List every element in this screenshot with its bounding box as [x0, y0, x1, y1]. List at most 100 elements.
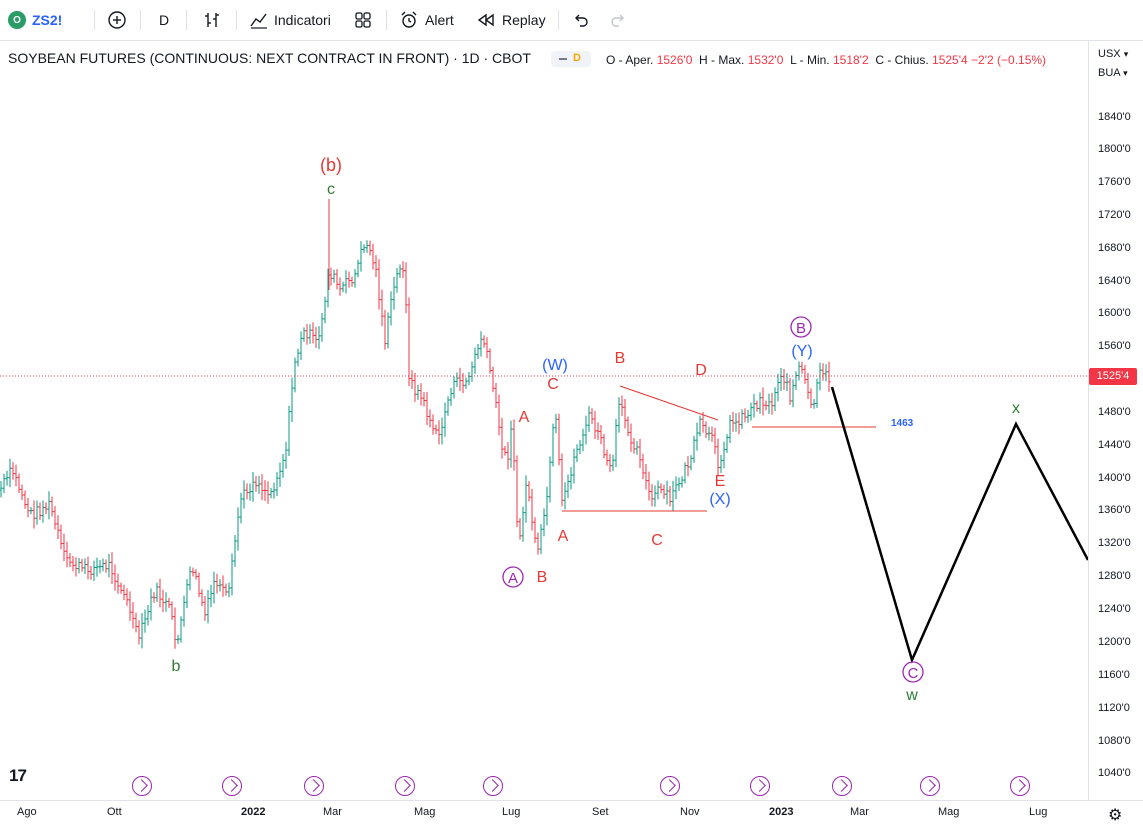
wave-circle-a	[502, 566, 524, 588]
price-axis-label: 1640'0	[1098, 275, 1131, 287]
price-axis-label: 1600'0	[1098, 307, 1131, 319]
wave-label-b-red-triangle: B	[615, 350, 626, 367]
symbol-search[interactable]: O ZS2!	[8, 0, 62, 40]
currency-label: USX	[1098, 48, 1121, 60]
chart-legend-title[interactable]: SOYBEAN FUTURES (CONTINUOUS: NEXT CONTRA…	[8, 50, 531, 66]
price-axis[interactable]	[1088, 40, 1143, 800]
replay-button[interactable]: Replay	[476, 0, 546, 40]
wave-label-b-green: b	[172, 658, 181, 675]
chevron-down-icon: ▾	[1123, 68, 1128, 78]
wave-projection-path[interactable]	[830, 386, 1088, 664]
price-axis-label: 1080'0	[1098, 735, 1131, 747]
price-axis-label: 1120'0	[1098, 702, 1130, 714]
time-axis-label: Mar	[850, 806, 869, 818]
time-axis-label: 2022	[241, 806, 266, 818]
time-axis-label: Mar	[323, 806, 342, 818]
time-axis-label: Set	[592, 806, 609, 818]
event-marker-icon[interactable]	[1010, 776, 1030, 796]
price-axis-label: 1680'0	[1098, 242, 1131, 254]
high-value: 1532'0	[747, 53, 784, 67]
wave-label-c-green: c	[327, 181, 335, 198]
event-marker-icon[interactable]	[832, 776, 852, 796]
price-axis-label: 1160'0	[1098, 669, 1130, 681]
event-marker-icon[interactable]	[395, 776, 415, 796]
time-axis-label: Nov	[680, 806, 700, 818]
event-marker-icon[interactable]	[304, 776, 324, 796]
high-label: H - Max.	[699, 53, 745, 67]
alarm-clock-icon	[401, 11, 417, 28]
gear-icon[interactable]: ⚙	[1108, 807, 1123, 824]
interval-button[interactable]: D	[159, 12, 170, 28]
price-axis-label: 1800'0	[1098, 143, 1131, 155]
wave-label-c-red-w: C	[547, 376, 559, 393]
price-axis-label: 1240'0	[1098, 603, 1131, 615]
event-marker-icon[interactable]	[660, 776, 680, 796]
wave-labels: (b) c b (W) C A A B B C D E (X) A B (Y) …	[172, 155, 1020, 704]
wave-label-c-purple: C	[908, 665, 919, 682]
event-marker-icon[interactable]	[132, 776, 152, 796]
toolbar-divider	[386, 10, 387, 30]
replay-rewind-icon	[477, 13, 494, 27]
indicators-button[interactable]: Indicatori	[249, 0, 331, 40]
wave-label-a-purple: A	[508, 570, 518, 587]
time-axis-label: Ott	[107, 806, 122, 818]
price-axis-label: 1480'0	[1098, 406, 1131, 418]
price-axis-label: 1440'0	[1098, 439, 1131, 451]
price-chart[interactable]: 1463 (b) c b (W) C A A B B C D E (X) A B…	[0, 80, 1088, 800]
indicators-icon	[250, 13, 267, 29]
compare-add-button[interactable]	[107, 0, 127, 40]
price-bars	[0, 199, 831, 649]
wave-circle-b	[790, 316, 812, 338]
price-axis-label: 1560'0	[1098, 340, 1131, 352]
event-marker-icon[interactable]	[483, 776, 503, 796]
low-label: L - Min.	[790, 53, 830, 67]
chart-type-button[interactable]	[202, 0, 222, 40]
time-axis-label: Mag	[414, 806, 436, 818]
event-marker-icon[interactable]	[750, 776, 770, 796]
exchange-logo-icon: O	[8, 11, 26, 29]
templates-button[interactable]	[353, 0, 373, 40]
event-marker-icon[interactable]	[920, 776, 940, 796]
redo-button[interactable]	[608, 0, 628, 40]
current-price-tag: 1525'4	[1089, 368, 1137, 385]
unit-label: BUA	[1098, 67, 1121, 79]
wave-label-b-red-low: B	[537, 569, 548, 586]
toolbar-divider	[94, 10, 95, 30]
time-axis-label: Lug	[502, 806, 521, 818]
time-axis-label: Lug	[1029, 806, 1048, 818]
wave-label-y-blue: (Y)	[791, 343, 812, 360]
price-axis-label: 1720'0	[1098, 209, 1131, 221]
currency-selector[interactable]: USX ▾	[1098, 48, 1128, 60]
price-axis-label: 1040'0	[1098, 767, 1131, 779]
price-axis-label: 1760'0	[1098, 176, 1131, 188]
time-axis-label: 2023	[769, 806, 794, 818]
wave-label-a-red: A	[519, 409, 530, 426]
chevron-down-icon: ▾	[1123, 49, 1129, 59]
ohlc-readout: O - Aper. 1526'0 H - Max. 1532'0 L - Min…	[606, 53, 1046, 67]
indicators-label: Indicatori	[274, 12, 331, 28]
wave-label-w-green: w	[905, 687, 918, 704]
open-label: O - Aper.	[606, 53, 654, 67]
unit-selector[interactable]: BUA ▾	[1098, 67, 1128, 79]
toolbar-divider	[140, 10, 141, 30]
time-axis[interactable]	[0, 800, 1143, 837]
tradingview-logo: 17	[9, 766, 27, 785]
layout-grid-icon	[355, 12, 371, 28]
wave-label-d-red: D	[695, 362, 707, 379]
wave-label-b-purple: B	[796, 320, 806, 337]
price-axis-label: 1280'0	[1098, 570, 1131, 582]
event-marker-icon[interactable]	[222, 776, 242, 796]
top-toolbar: O ZS2! D Indicatori Alert Replay	[0, 0, 1143, 41]
legend-status-pill[interactable]: D	[551, 51, 591, 67]
alert-button[interactable]: Alert	[399, 0, 454, 40]
symbol-name: ZS2!	[32, 12, 63, 28]
time-axis-label: Mag	[938, 806, 960, 818]
toolbar-divider	[186, 10, 187, 30]
alert-label: Alert	[425, 12, 454, 28]
undo-button[interactable]	[571, 0, 591, 40]
undo-icon	[575, 14, 588, 27]
plus-circle-icon	[108, 11, 126, 29]
triangle-upper-trendline[interactable]	[619, 385, 719, 421]
low-value: 1518'2	[832, 53, 869, 67]
wave-label-x-green: x	[1012, 400, 1020, 417]
